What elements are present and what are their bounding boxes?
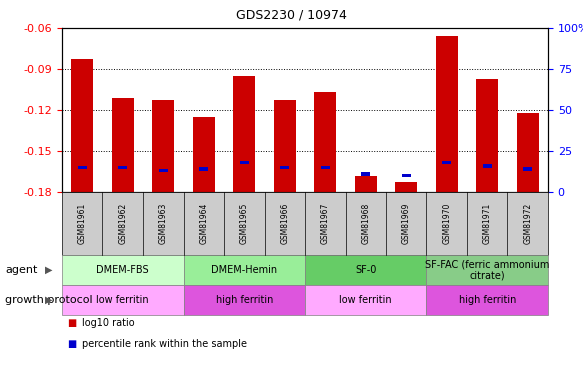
Text: GSM81971: GSM81971: [483, 203, 491, 244]
Text: high ferritin: high ferritin: [216, 295, 273, 305]
Bar: [395, 182, 417, 192]
Text: ▶: ▶: [45, 295, 52, 305]
Bar: [280, 166, 289, 169]
Text: agent: agent: [5, 265, 37, 275]
Text: GSM81965: GSM81965: [240, 203, 249, 244]
Bar: [517, 113, 539, 192]
Bar: [152, 100, 174, 192]
Text: DMEM-Hemin: DMEM-Hemin: [211, 265, 278, 275]
Text: low ferritin: low ferritin: [339, 295, 392, 305]
Text: GSM81968: GSM81968: [361, 203, 370, 244]
Text: GDS2230 / 10974: GDS2230 / 10974: [236, 8, 347, 21]
Text: GSM81969: GSM81969: [402, 203, 411, 244]
Text: SF-0: SF-0: [355, 265, 377, 275]
Bar: [118, 166, 127, 169]
Bar: [159, 169, 168, 172]
Text: ■: ■: [67, 318, 76, 328]
Bar: [483, 164, 491, 168]
Bar: [476, 79, 498, 192]
Bar: [78, 166, 87, 169]
Text: GSM81966: GSM81966: [280, 203, 289, 244]
Bar: [233, 76, 255, 192]
Text: GSM81964: GSM81964: [199, 203, 208, 244]
Bar: [199, 167, 208, 171]
Bar: [240, 160, 249, 164]
Bar: [354, 176, 377, 192]
Bar: [442, 160, 451, 164]
Text: GSM81967: GSM81967: [321, 203, 330, 244]
Text: GSM81970: GSM81970: [442, 203, 451, 244]
Bar: [361, 172, 370, 176]
Text: ■: ■: [67, 339, 76, 349]
Bar: [273, 100, 296, 192]
Text: GSM81962: GSM81962: [118, 203, 127, 244]
Bar: [71, 59, 93, 192]
Text: log10 ratio: log10 ratio: [82, 318, 134, 328]
Bar: [321, 166, 330, 169]
Text: GSM81963: GSM81963: [159, 203, 168, 244]
Bar: [402, 174, 410, 177]
Bar: [524, 167, 532, 171]
Text: GSM81972: GSM81972: [524, 203, 532, 244]
Text: growth protocol: growth protocol: [5, 295, 93, 305]
Bar: [314, 92, 336, 192]
Text: SF-FAC (ferric ammonium
citrate): SF-FAC (ferric ammonium citrate): [425, 259, 549, 281]
Text: percentile rank within the sample: percentile rank within the sample: [82, 339, 247, 349]
Text: high ferritin: high ferritin: [459, 295, 516, 305]
Text: DMEM-FBS: DMEM-FBS: [96, 265, 149, 275]
Text: GSM81961: GSM81961: [78, 203, 87, 244]
Bar: [436, 36, 458, 192]
Bar: [192, 117, 215, 192]
Text: ▶: ▶: [45, 265, 52, 275]
Text: low ferritin: low ferritin: [96, 295, 149, 305]
Bar: [111, 98, 134, 192]
